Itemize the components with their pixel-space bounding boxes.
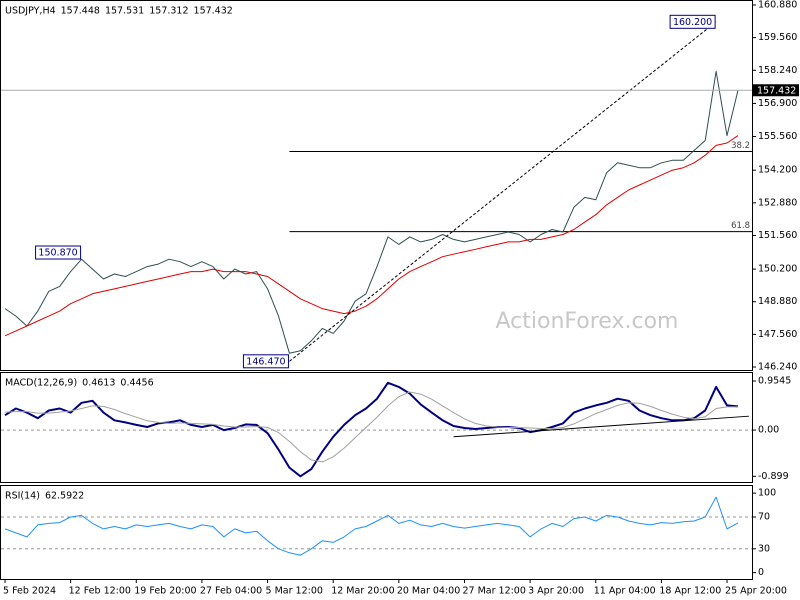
y-tick-label: 0 <box>758 567 764 578</box>
series-line <box>4 496 739 556</box>
y-tick-label: 151.560 <box>758 230 797 241</box>
x-tick-label: 27 Feb 04:00 <box>200 586 262 597</box>
annotation-label: 150.870 <box>38 248 77 259</box>
y-tick-label: 156.900 <box>758 98 797 109</box>
x-tick-label: 25 Apr 20:00 <box>725 586 787 597</box>
y-tick-label: -0.899 <box>758 471 789 482</box>
trendline <box>453 415 749 438</box>
y-tick-label: 70 <box>758 512 770 523</box>
annotation-label: 146.470 <box>246 356 285 367</box>
watermark: ActionForex.com <box>496 309 679 334</box>
y-tick-label: 0.00 <box>758 425 779 436</box>
y-tick-label: 146.240 <box>758 362 797 373</box>
y-tick-label: 155.560 <box>758 131 797 142</box>
y-tick-label: 159.560 <box>758 32 797 43</box>
last-price-box <box>753 84 799 97</box>
y-tick-label: 152.880 <box>758 197 797 208</box>
y-tick-label: 158.240 <box>758 65 797 76</box>
panel-title: RSI(14) <box>5 491 40 502</box>
annotation-box <box>35 245 82 260</box>
annotation-box <box>242 354 289 369</box>
series-line <box>4 391 738 463</box>
x-tick-label: 5 Feb 2024 <box>3 586 56 597</box>
annotation-box <box>669 14 716 29</box>
readout: 0.4456 <box>120 378 153 389</box>
readout: 157.312 <box>149 6 188 17</box>
x-tick-label: 12 Feb 12:00 <box>69 586 131 597</box>
series-line <box>4 70 739 354</box>
y-tick-label: 160.880 <box>758 0 797 11</box>
readout: 157.531 <box>105 6 144 17</box>
x-tick-label: 3 Apr 20:00 <box>528 586 584 597</box>
x-tick-label: 19 Feb 20:00 <box>134 586 196 597</box>
x-tick-label: 11 Apr 04:00 <box>594 586 656 597</box>
readout: 157.432 <box>194 6 233 17</box>
y-tick-label: 154.200 <box>758 165 797 176</box>
series-line <box>4 381 739 478</box>
trendline <box>289 21 717 362</box>
panel-title: MACD(12,26,9) <box>5 378 77 389</box>
y-tick-label: 147.560 <box>758 329 797 340</box>
y-tick-label: 100 <box>758 488 776 499</box>
x-tick-label: 18 Apr 12:00 <box>659 586 721 597</box>
y-tick-label: 30 <box>758 543 770 554</box>
readout: 62.5922 <box>45 491 84 502</box>
x-tick-label: 27 Mar 12:00 <box>462 586 525 597</box>
fib-label: 61.8 <box>731 221 750 231</box>
x-tick-label: 12 Mar 20:00 <box>331 586 394 597</box>
y-tick-label: 148.880 <box>758 296 797 307</box>
annotation-label: 160.200 <box>673 17 712 28</box>
macd-panel <box>0 372 753 483</box>
readout: 157.448 <box>61 6 100 17</box>
rsi-panel <box>0 485 753 580</box>
x-tick-label: 5 Mar 12:00 <box>266 586 323 597</box>
y-tick-label: 150.200 <box>758 264 797 275</box>
panel-title: USDJPY,H4 <box>5 6 56 17</box>
price-panel <box>0 0 753 371</box>
y-tick-label: 0.9545 <box>758 375 791 386</box>
last-price-label: 157.432 <box>757 85 796 96</box>
x-tick-label: 20 Mar 04:00 <box>397 586 460 597</box>
fib-label: 38.2 <box>731 141 750 151</box>
series-line <box>4 135 739 337</box>
readout: 0.4613 <box>82 378 115 389</box>
